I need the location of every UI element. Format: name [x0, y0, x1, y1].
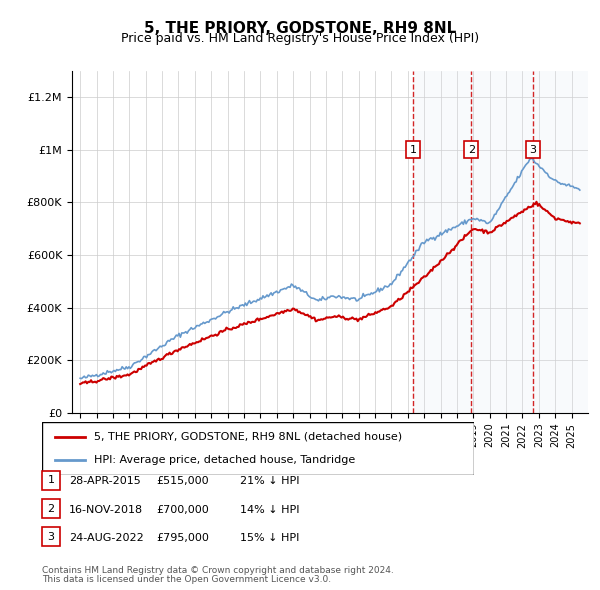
Text: £700,000: £700,000	[156, 505, 209, 514]
Text: £515,000: £515,000	[156, 477, 209, 486]
Text: 15% ↓ HPI: 15% ↓ HPI	[240, 533, 299, 543]
Text: 21% ↓ HPI: 21% ↓ HPI	[240, 477, 299, 486]
Bar	[472, 71, 533, 413]
Text: £795,000: £795,000	[156, 533, 209, 543]
Text: 16-NOV-2018: 16-NOV-2018	[69, 505, 143, 514]
Text: 14% ↓ HPI: 14% ↓ HPI	[240, 505, 299, 514]
Text: Contains HM Land Registry data © Crown copyright and database right 2024.: Contains HM Land Registry data © Crown c…	[42, 566, 394, 575]
Text: 1: 1	[47, 476, 55, 485]
Text: HPI: Average price, detached house, Tandridge: HPI: Average price, detached house, Tand…	[94, 455, 355, 465]
Text: 5, THE PRIORY, GODSTONE, RH9 8NL: 5, THE PRIORY, GODSTONE, RH9 8NL	[144, 21, 456, 35]
Text: Price paid vs. HM Land Registry's House Price Index (HPI): Price paid vs. HM Land Registry's House …	[121, 32, 479, 45]
Text: 3: 3	[530, 145, 536, 155]
Bar	[533, 71, 588, 413]
Text: 2: 2	[47, 504, 55, 513]
FancyBboxPatch shape	[42, 422, 474, 475]
Text: 5, THE PRIORY, GODSTONE, RH9 8NL (detached house): 5, THE PRIORY, GODSTONE, RH9 8NL (detach…	[94, 432, 402, 442]
Bar	[413, 71, 472, 413]
Text: 1: 1	[410, 145, 416, 155]
Text: This data is licensed under the Open Government Licence v3.0.: This data is licensed under the Open Gov…	[42, 575, 331, 584]
Text: 24-AUG-2022: 24-AUG-2022	[69, 533, 144, 543]
Text: 28-APR-2015: 28-APR-2015	[69, 477, 141, 486]
Text: 3: 3	[47, 532, 55, 542]
Text: 2: 2	[468, 145, 475, 155]
